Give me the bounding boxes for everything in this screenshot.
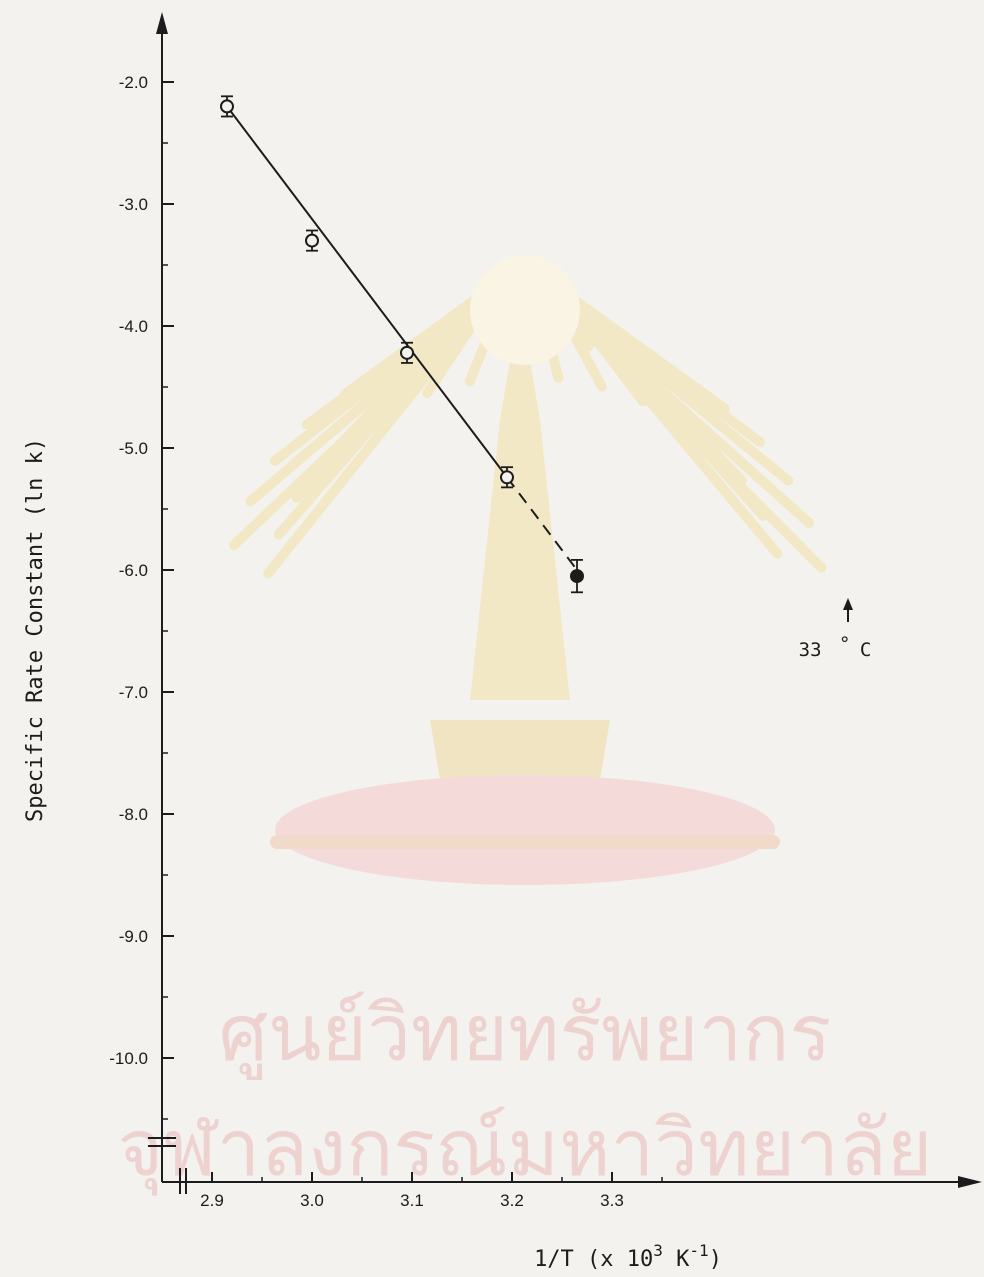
x-tick-label: 2.9 — [200, 1191, 224, 1210]
seal-ray — [589, 334, 827, 573]
marker-open — [400, 345, 414, 360]
fit-line-solid — [226, 105, 508, 478]
y-ticks: -2.0 -3.0 -4.0 -5.0 -6.0 -7.0 -8.0 -9.0 -10.0 — [109, 73, 174, 1120]
x-tick-label: 3.0 — [300, 1191, 324, 1210]
x-ticks: 2.9 3.0 3.1 3.2 3.3 — [200, 1172, 663, 1210]
y-axis-title: Specific Rate Constant (ln k) — [23, 438, 48, 822]
y-axis-break — [148, 1137, 176, 1147]
marker-open — [500, 470, 514, 485]
data-point — [500, 466, 514, 489]
seal-ray — [586, 322, 814, 528]
fit-lines — [226, 105, 578, 571]
annotation-value: 33 — [799, 639, 822, 661]
data-point — [400, 341, 414, 364]
y-tick-label: -2.0 — [119, 73, 148, 92]
x-tick-label: 3.2 — [500, 1191, 524, 1210]
seal-ray — [263, 334, 461, 579]
svg-text:33 ° C: 33 ° C — [799, 633, 872, 661]
x-axis-title-sup: 3 — [653, 1241, 663, 1260]
x-axis-title: 1/T (x 103 K-1) — [534, 1241, 722, 1272]
y-tick-label: -3.0 — [119, 195, 148, 214]
x-axis-title-main: 1/T (x 10 — [534, 1247, 653, 1272]
marker-open — [305, 233, 319, 248]
data-point — [305, 229, 319, 252]
x-axis-break — [179, 1168, 187, 1194]
y-tick-label: -9.0 — [119, 927, 148, 946]
seal-ray — [581, 311, 794, 486]
x-axis-title-unit: K — [663, 1247, 690, 1272]
x-tick-label: 3.3 — [600, 1191, 624, 1210]
y-axis-arrow — [156, 12, 168, 34]
y-tick-label: -10.0 — [109, 1049, 148, 1068]
y-tick-label: -5.0 — [119, 439, 148, 458]
data-points — [220, 95, 584, 594]
y-tick-label: -7.0 — [119, 683, 148, 702]
x-tick-label: 3.1 — [400, 1191, 424, 1210]
x-axis-arrow — [958, 1176, 982, 1188]
marker-filled — [570, 569, 584, 584]
annotation-unit: C — [860, 639, 871, 661]
temperature-annotation: 33 ° C — [799, 598, 872, 661]
y-tick-label: -4.0 — [119, 317, 148, 336]
watermark: ศูนย์วิทยทรัพยากร จุฬาลงกรณ์มหาวิทยาลัย — [117, 255, 933, 1196]
y-tick-label: -6.0 — [119, 561, 148, 580]
x-axis-title-close: ) — [709, 1247, 722, 1272]
x-axis-title-unit-sup: -1 — [689, 1241, 708, 1260]
university-seal-logo — [228, 255, 827, 885]
annotation-degree: ° — [839, 633, 850, 655]
marker-open — [220, 99, 234, 114]
y-tick-label: -8.0 — [119, 805, 148, 824]
annotation-arrow-head — [843, 598, 853, 610]
data-point — [220, 95, 234, 118]
axes — [148, 12, 982, 1194]
watermark-line-2: จุฬาลงกรณ์มหาวิทยาลัย — [117, 1104, 932, 1196]
data-point — [570, 559, 584, 594]
watermark-line-1: ศูนย์วิทยทรัพยากร — [219, 989, 832, 1080]
